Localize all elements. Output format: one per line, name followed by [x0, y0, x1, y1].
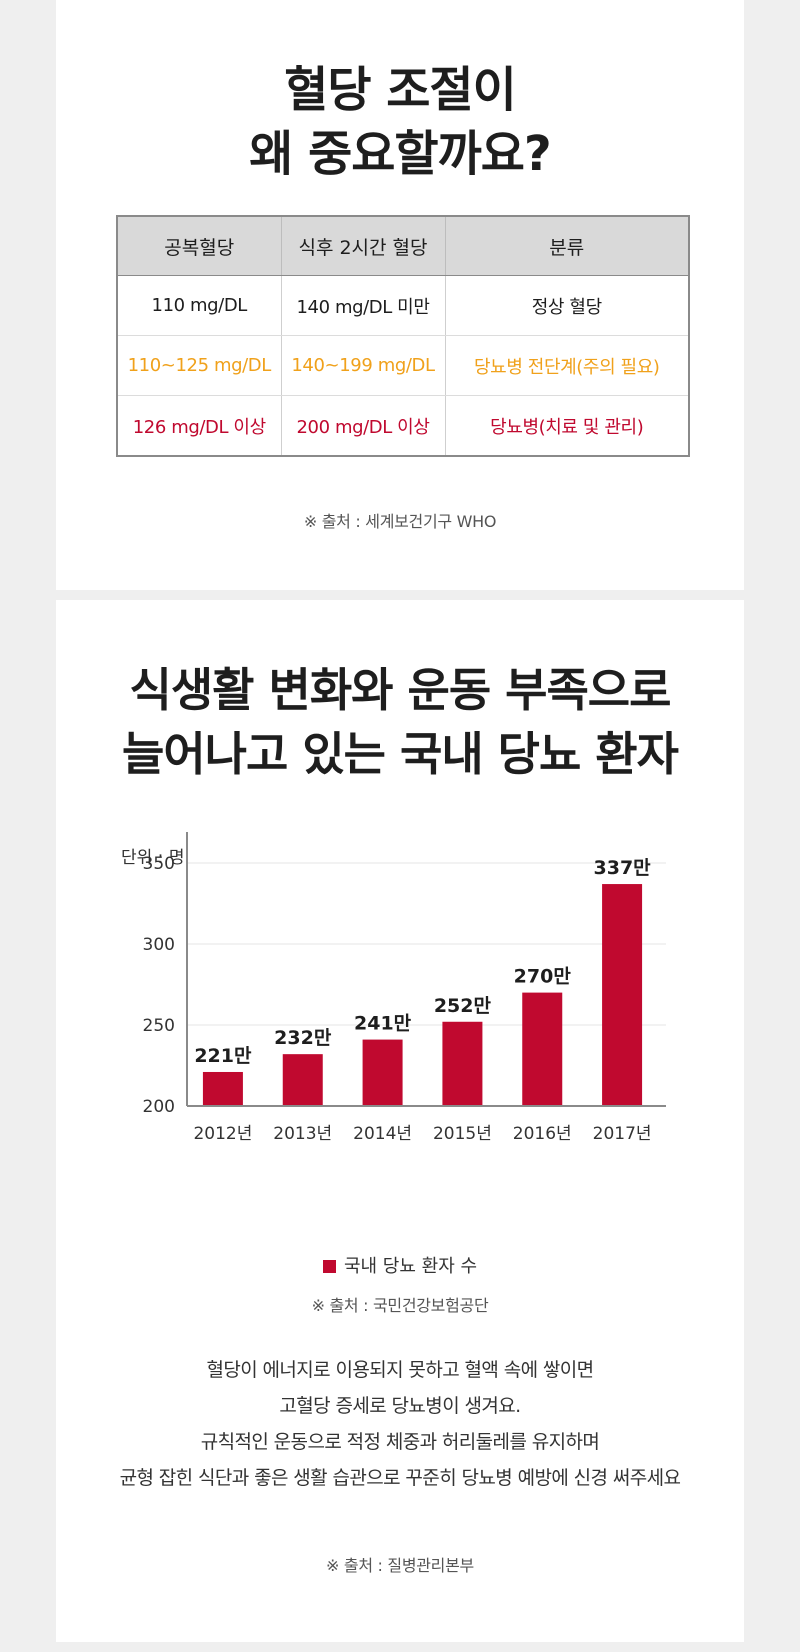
title-line: 혈당 조절이: [284, 62, 517, 118]
description-line: 혈당이 에너지로 이용되지 못하고 혈액 속에 쌓이면: [206, 1359, 594, 1381]
diabetes-trend-card: 식생활 변화와 운동 부족으로 늘어나고 있는 국내 당뇨 환자 단위 : 명 …: [56, 600, 744, 1642]
labels: 200 250 300 350 221만 2012년 232만 2013년 241만 2014년 2…: [143, 854, 652, 1144]
y-tick-label: 300: [143, 935, 175, 955]
data-label: 252만: [434, 995, 492, 1017]
description-line: 고혈당 증세로 당뇨병이 생겨요.: [279, 1395, 521, 1417]
description-text: 혈당이 에너지로 이용되지 못하고 혈액 속에 쌓이면 고혈당 증세로 당뇨병이…: [56, 1352, 744, 1496]
x-tick-label: 2016년: [513, 1124, 572, 1144]
bar: [282, 1054, 323, 1106]
description-line: 균형 잡힌 식단과 좋은 생활 습관으로 꾸준히 당뇨병 예방에 신경 써주세요: [119, 1467, 681, 1489]
cell-post-meal: 140 mg/DL 미만: [281, 275, 446, 336]
x-tick-label: 2013년: [273, 1124, 332, 1144]
table-header-row: 공복혈당 식후 2시간 혈당 분류: [117, 216, 689, 276]
title-line: 왜 중요할까요?: [249, 126, 552, 182]
x-tick-label: 2012년: [193, 1124, 252, 1144]
bar: [202, 1071, 243, 1106]
data-label: 241만: [354, 1013, 412, 1035]
title-line: 식생활 변화와 운동 부족으로: [129, 663, 672, 717]
cell-fasting: 110 mg/DL: [117, 275, 282, 336]
bar: [522, 992, 563, 1106]
y-tick-label: 200: [143, 1097, 175, 1117]
header-classification: 분류: [445, 216, 689, 276]
axes: [186, 832, 666, 1107]
table-row: 110~125 mg/DL 140~199 mg/DL 당뇨병 전단계(주의 필…: [117, 335, 689, 396]
blood-sugar-table: 공복혈당 식후 2시간 혈당 분류 110 mg/DL 140 mg/DL 미만…: [116, 215, 690, 457]
cell-fasting: 110~125 mg/DL: [117, 335, 282, 396]
blood-sugar-card: 혈당 조절이 왜 중요할까요? 공복혈당 식후 2시간 혈당 분류 110 mg…: [56, 0, 744, 590]
bars: [202, 884, 643, 1106]
cell-classification: 당뇨병 전단계(주의 필요): [445, 335, 689, 396]
cell-fasting: 126 mg/DL 이상: [117, 395, 282, 456]
y-tick-label: 350: [143, 854, 175, 874]
description-line: 규칙적인 운동으로 적정 체중과 허리둘레를 유지하며: [200, 1431, 600, 1453]
source-note: ※ 출처 : 질병관리본부: [326, 1556, 474, 1575]
x-tick-label: 2014년: [353, 1124, 412, 1144]
legend-swatch: [322, 1260, 336, 1273]
table-row: 110 mg/DL 140 mg/DL 미만 정상 혈당: [117, 275, 689, 336]
header-fasting: 공복혈당: [117, 216, 282, 276]
bar: [602, 884, 643, 1106]
table-row: 126 mg/DL 이상 200 mg/DL 이상 당뇨병(치료 및 관리): [117, 395, 689, 456]
x-tick-label: 2015년: [433, 1124, 492, 1144]
data-label: 232만: [274, 1027, 332, 1049]
chart-legend: 국내 당뇨 환자 수: [56, 1252, 744, 1278]
y-tick-label: 250: [143, 1016, 175, 1036]
section-title: 식생활 변화와 운동 부족으로 늘어나고 있는 국내 당뇨 환자: [56, 658, 744, 786]
cell-classification: 당뇨병(치료 및 관리): [490, 416, 644, 438]
data-label: 221만: [194, 1045, 252, 1067]
unit-label: 단위 : 명: [121, 848, 184, 868]
bar: [442, 1021, 483, 1106]
data-label: 270만: [514, 966, 572, 988]
source-note: ※ 출처 : 세계보건기구 WHO: [303, 512, 497, 531]
legend-label: 국내 당뇨 환자 수: [343, 1256, 478, 1277]
bar-chart: 단위 : 명 200 250 300 350 221만 2012년 232만 2013년 241…: [121, 832, 666, 1144]
cell-post-meal: 140~199 mg/DL: [281, 335, 446, 396]
cell-classification: 정상 혈당: [445, 275, 689, 336]
header-post-meal: 식후 2시간 혈당: [281, 216, 446, 276]
cell-post-meal: 200 mg/DL 이상: [281, 395, 446, 456]
title-line: 늘어나고 있는 국내 당뇨 환자: [122, 727, 679, 781]
data-label: 337만: [594, 857, 652, 879]
x-tick-label: 2017년: [593, 1124, 652, 1144]
section-title: 혈당 조절이 왜 중요할까요?: [56, 58, 744, 186]
grid: [187, 862, 666, 1026]
bar: [362, 1039, 403, 1106]
source-note: ※ 출처 : 국민건강보험공단: [311, 1296, 489, 1315]
